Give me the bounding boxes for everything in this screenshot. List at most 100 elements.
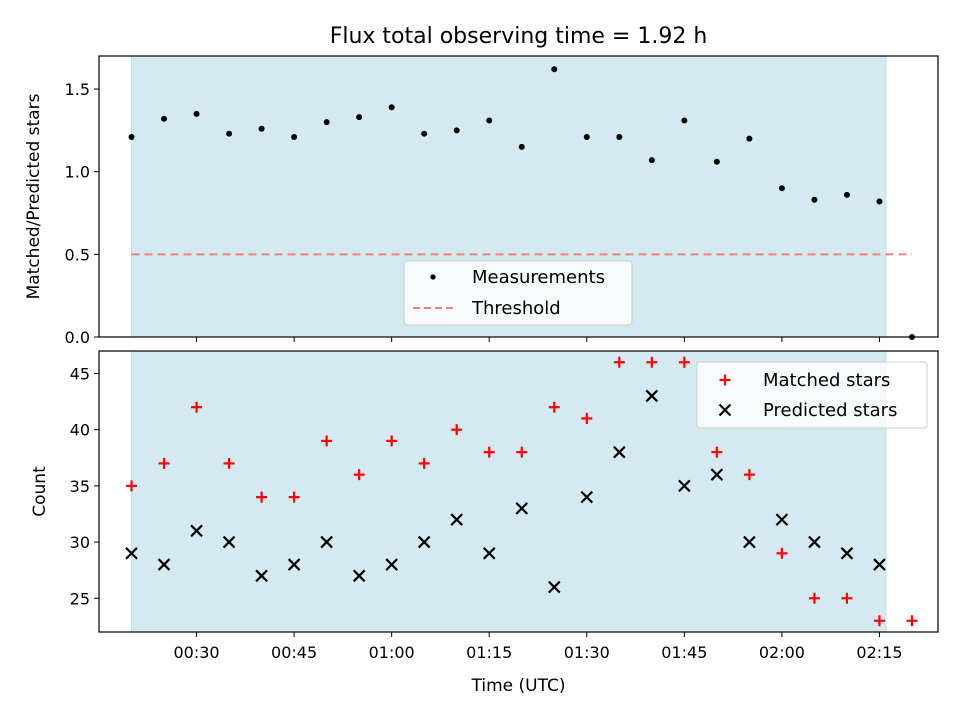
x-tick-label: 02:00 — [759, 643, 805, 662]
measurement-point — [388, 104, 395, 111]
matched-stars-point — [581, 412, 593, 424]
predicted-stars-point — [775, 513, 789, 526]
bottom-legend: Matched stars Predicted stars — [696, 361, 928, 429]
predicted-stars-legend-label: Predicted stars — [763, 400, 897, 421]
matched-stars-point — [776, 547, 788, 559]
y-tick-label: 30 — [70, 533, 90, 552]
bottom-axes-frame — [98, 350, 939, 633]
predicted-stars-point — [417, 535, 431, 549]
top-y-axis-label: Matched/Predicted stars — [24, 93, 44, 299]
matched-stars-point — [223, 457, 235, 469]
predicted-stars-point — [482, 547, 496, 560]
matched-stars-point — [743, 469, 755, 481]
predicted-stars-point — [125, 547, 138, 560]
y-tick-label: 40 — [70, 421, 90, 440]
predicted-stars-legend-glyph — [718, 403, 732, 417]
predicted-stars-point — [515, 502, 529, 515]
matched-stars-point — [711, 446, 723, 458]
predicted-stars-point — [743, 535, 756, 549]
matched-stars-point — [873, 615, 885, 627]
chart-title: Flux total observing time = 1.92 h — [330, 24, 708, 49]
matched-stars-point — [906, 615, 918, 627]
matched-stars-point — [288, 491, 300, 503]
y-tick-label: 45 — [70, 364, 90, 383]
predicted-stars-point — [840, 547, 854, 560]
predicted-stars-point — [190, 524, 203, 538]
bottom-panel: 25 30 35 40 45 00:30 00:45 01:00 01:15 01:30 01:4… — [30, 350, 939, 696]
matched-stars-point — [418, 457, 430, 469]
bottom-marks — [125, 356, 918, 627]
measurement-point — [161, 115, 168, 122]
measurements-legend-label: Measurements — [472, 267, 605, 288]
matched-stars-point — [516, 446, 528, 458]
y-tick-label: 25 — [70, 589, 90, 608]
matched-stars-point — [386, 435, 398, 447]
measurement-point — [486, 117, 493, 124]
predicted-stars-point — [808, 535, 821, 549]
measurement-point — [746, 135, 753, 142]
bottom-x-ticks: 00:30 00:45 01:00 01:15 01:30 01:45 02:00 02:15 — [174, 632, 903, 662]
top-panel: Flux total observing time = 1.92 h 0.00.… — [24, 24, 939, 347]
matched-stars-point — [451, 424, 463, 436]
top-y-ticks: 0.0 0.5 1.0 1.5 — [65, 80, 99, 347]
top-legend: Measurements Threshold — [403, 260, 633, 326]
predicted-stars-point — [450, 513, 463, 526]
predicted-stars-point — [710, 468, 724, 481]
measurement-point — [193, 110, 200, 117]
measurement-point — [356, 114, 363, 121]
matched-stars-point — [678, 356, 690, 368]
x-tick-label: 02:15 — [856, 643, 902, 662]
measurement-point — [291, 133, 298, 140]
measurement-point — [616, 133, 623, 140]
measurement-point — [226, 130, 233, 137]
predicted-stars-point — [613, 445, 626, 459]
matched-stars-point — [841, 592, 853, 604]
top-axes-frame — [98, 55, 939, 338]
y-tick-label: 35 — [70, 477, 90, 496]
x-tick-label: 01:45 — [661, 643, 707, 662]
measurement-point — [518, 143, 525, 150]
measurement-point — [681, 117, 688, 124]
x-tick-label: 01:30 — [564, 643, 610, 662]
bottom-y-axis-label: Count — [30, 466, 50, 517]
top-legend-box — [403, 260, 633, 326]
matched-stars-point — [808, 592, 820, 604]
y-tick-label: 0.5 — [65, 245, 90, 264]
matched-stars-legend-marker — [719, 374, 731, 386]
predicted-stars-point — [385, 558, 398, 571]
measurement-point — [648, 157, 655, 164]
measurement-point — [258, 125, 265, 132]
x-tick-label: 01:00 — [369, 643, 415, 662]
measurements-legend-marker — [430, 274, 436, 280]
measurement-point — [453, 127, 460, 134]
matched-stars-point — [256, 491, 268, 503]
matched-stars-point — [613, 356, 625, 368]
predicted-stars-point — [157, 558, 171, 571]
matched-stars-point — [321, 435, 333, 447]
predicted-stars-point — [352, 569, 366, 583]
predicted-stars-legend-marker — [718, 403, 732, 417]
y-tick-label: 1.0 — [65, 163, 90, 182]
predicted-stars-point — [678, 479, 691, 493]
measurement-point — [811, 196, 818, 203]
x-tick-label: 01:15 — [466, 643, 512, 662]
measurement-point — [421, 130, 428, 137]
bottom-y-ticks: 25 30 35 40 45 — [70, 364, 99, 608]
x-tick-label: 00:45 — [271, 643, 317, 662]
predicted-stars-point — [547, 580, 561, 594]
measurement-point — [551, 66, 558, 73]
measurement-point — [323, 119, 330, 126]
top-x-ticks — [196, 337, 880, 342]
matched-stars-point — [158, 457, 170, 469]
predicted-stars-point — [222, 535, 236, 549]
predicted-stars-point — [873, 558, 886, 571]
measurement-point — [876, 198, 883, 205]
x-axis-label: Time (UTC) — [471, 676, 566, 696]
predicted-stars-point — [255, 569, 268, 583]
threshold-legend-label: Threshold — [471, 298, 561, 319]
y-tick-label: 1.5 — [65, 80, 90, 99]
matched-stars-point — [191, 401, 203, 413]
predicted-stars-point — [320, 535, 333, 549]
matched-stars-point — [483, 446, 495, 458]
